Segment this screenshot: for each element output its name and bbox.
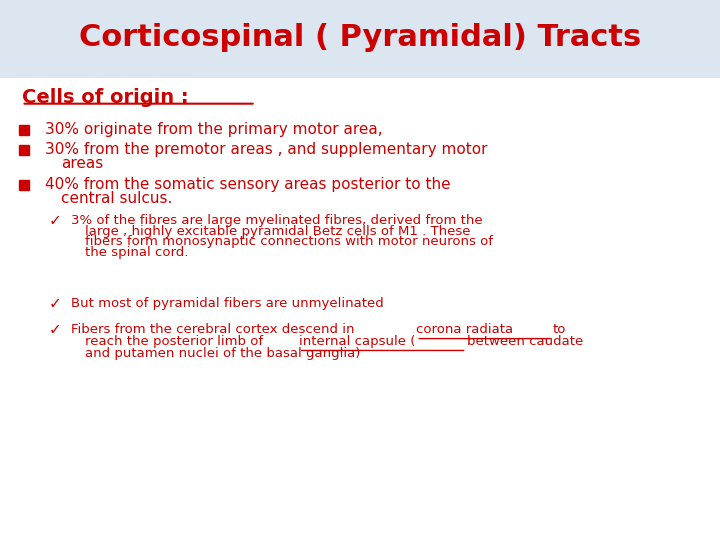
Text: Fibers from the cerebral cortex descend in: Fibers from the cerebral cortex descend …	[71, 323, 359, 336]
Text: Corticospinal ( Pyramidal) Tracts: Corticospinal ( Pyramidal) Tracts	[79, 23, 641, 52]
Text: 30% originate from the primary motor area,: 30% originate from the primary motor are…	[45, 122, 382, 137]
Text: corona radiata: corona radiata	[416, 323, 518, 336]
Text: ✓: ✓	[49, 296, 62, 311]
Text: 30% from the premotor areas , and supplementary motor: 30% from the premotor areas , and supple…	[45, 142, 487, 157]
Text: to: to	[553, 323, 567, 336]
Text: areas: areas	[61, 156, 104, 171]
Text: reach the posterior limb of: reach the posterior limb of	[85, 335, 267, 348]
FancyBboxPatch shape	[0, 0, 720, 78]
Text: ✓: ✓	[49, 322, 62, 337]
Text: ✓: ✓	[49, 213, 62, 228]
Text: central sulcus.: central sulcus.	[61, 191, 173, 206]
Text: and putamen nuclei of the basal ganglia): and putamen nuclei of the basal ganglia)	[85, 347, 360, 360]
Text: Cells of origin :: Cells of origin :	[22, 87, 188, 107]
Text: between caudate: between caudate	[467, 335, 582, 348]
Text: the spinal cord.: the spinal cord.	[85, 246, 189, 259]
Text: internal capsule (: internal capsule (	[299, 335, 415, 348]
Text: 40% from the somatic sensory areas posterior to the: 40% from the somatic sensory areas poste…	[45, 177, 450, 192]
Text: fibers form monosynaptic connections with motor neurons of: fibers form monosynaptic connections wit…	[85, 235, 493, 248]
Text: But most of pyramidal fibers are unmyelinated: But most of pyramidal fibers are unmyeli…	[71, 297, 383, 310]
Text: 3% of the fibres are large myelinated fibres, derived from the: 3% of the fibres are large myelinated fi…	[71, 214, 482, 227]
Text: large , highly excitable pyramidal Betz cells of M1 . These: large , highly excitable pyramidal Betz …	[85, 225, 470, 238]
